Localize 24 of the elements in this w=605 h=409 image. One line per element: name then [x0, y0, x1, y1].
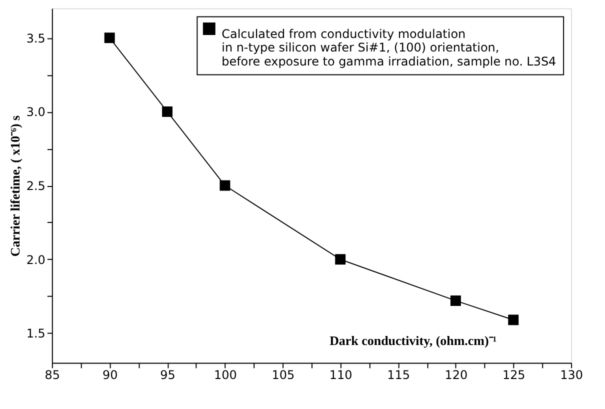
x-axis-title: Dark conductivity, (ohm.cm)⁻¹ [330, 333, 497, 348]
point [335, 254, 346, 265]
x-tick-label: 95 [160, 368, 176, 382]
x-tick-label: 90 [102, 368, 118, 382]
y-tick-label: 1.5 [26, 326, 46, 341]
x-tick-label: 105 [272, 368, 295, 382]
point [508, 314, 519, 326]
y-tick-label: 2.5 [26, 179, 46, 194]
legend-label: Calculated from conductivity modulation in n-type silicon wafer Si#1, (100) orientation, before exposure to gamma irradiation, sample no. L3S4 [222, 26, 556, 69]
x-tick-label: 115 [387, 368, 410, 382]
x-tick-label: 120 [444, 368, 468, 382]
x-tick-label: 125 [502, 368, 526, 382]
x-tick-label: 110 [329, 368, 352, 382]
point [104, 32, 115, 44]
x-tick-label: 130 [560, 368, 583, 382]
y-tick-label: 2.0 [26, 252, 46, 267]
y-tick-label: 3.0 [26, 105, 46, 120]
x-tick-label: 100 [214, 368, 237, 382]
y-tick-label: 3.5 [26, 31, 46, 46]
x-tick-label: 85 [44, 368, 60, 382]
point [220, 180, 230, 191]
y-axis-title: Carrier lifetime, ( x10⁻⁶) s [7, 115, 22, 257]
point [450, 295, 461, 306]
point [162, 106, 173, 117]
